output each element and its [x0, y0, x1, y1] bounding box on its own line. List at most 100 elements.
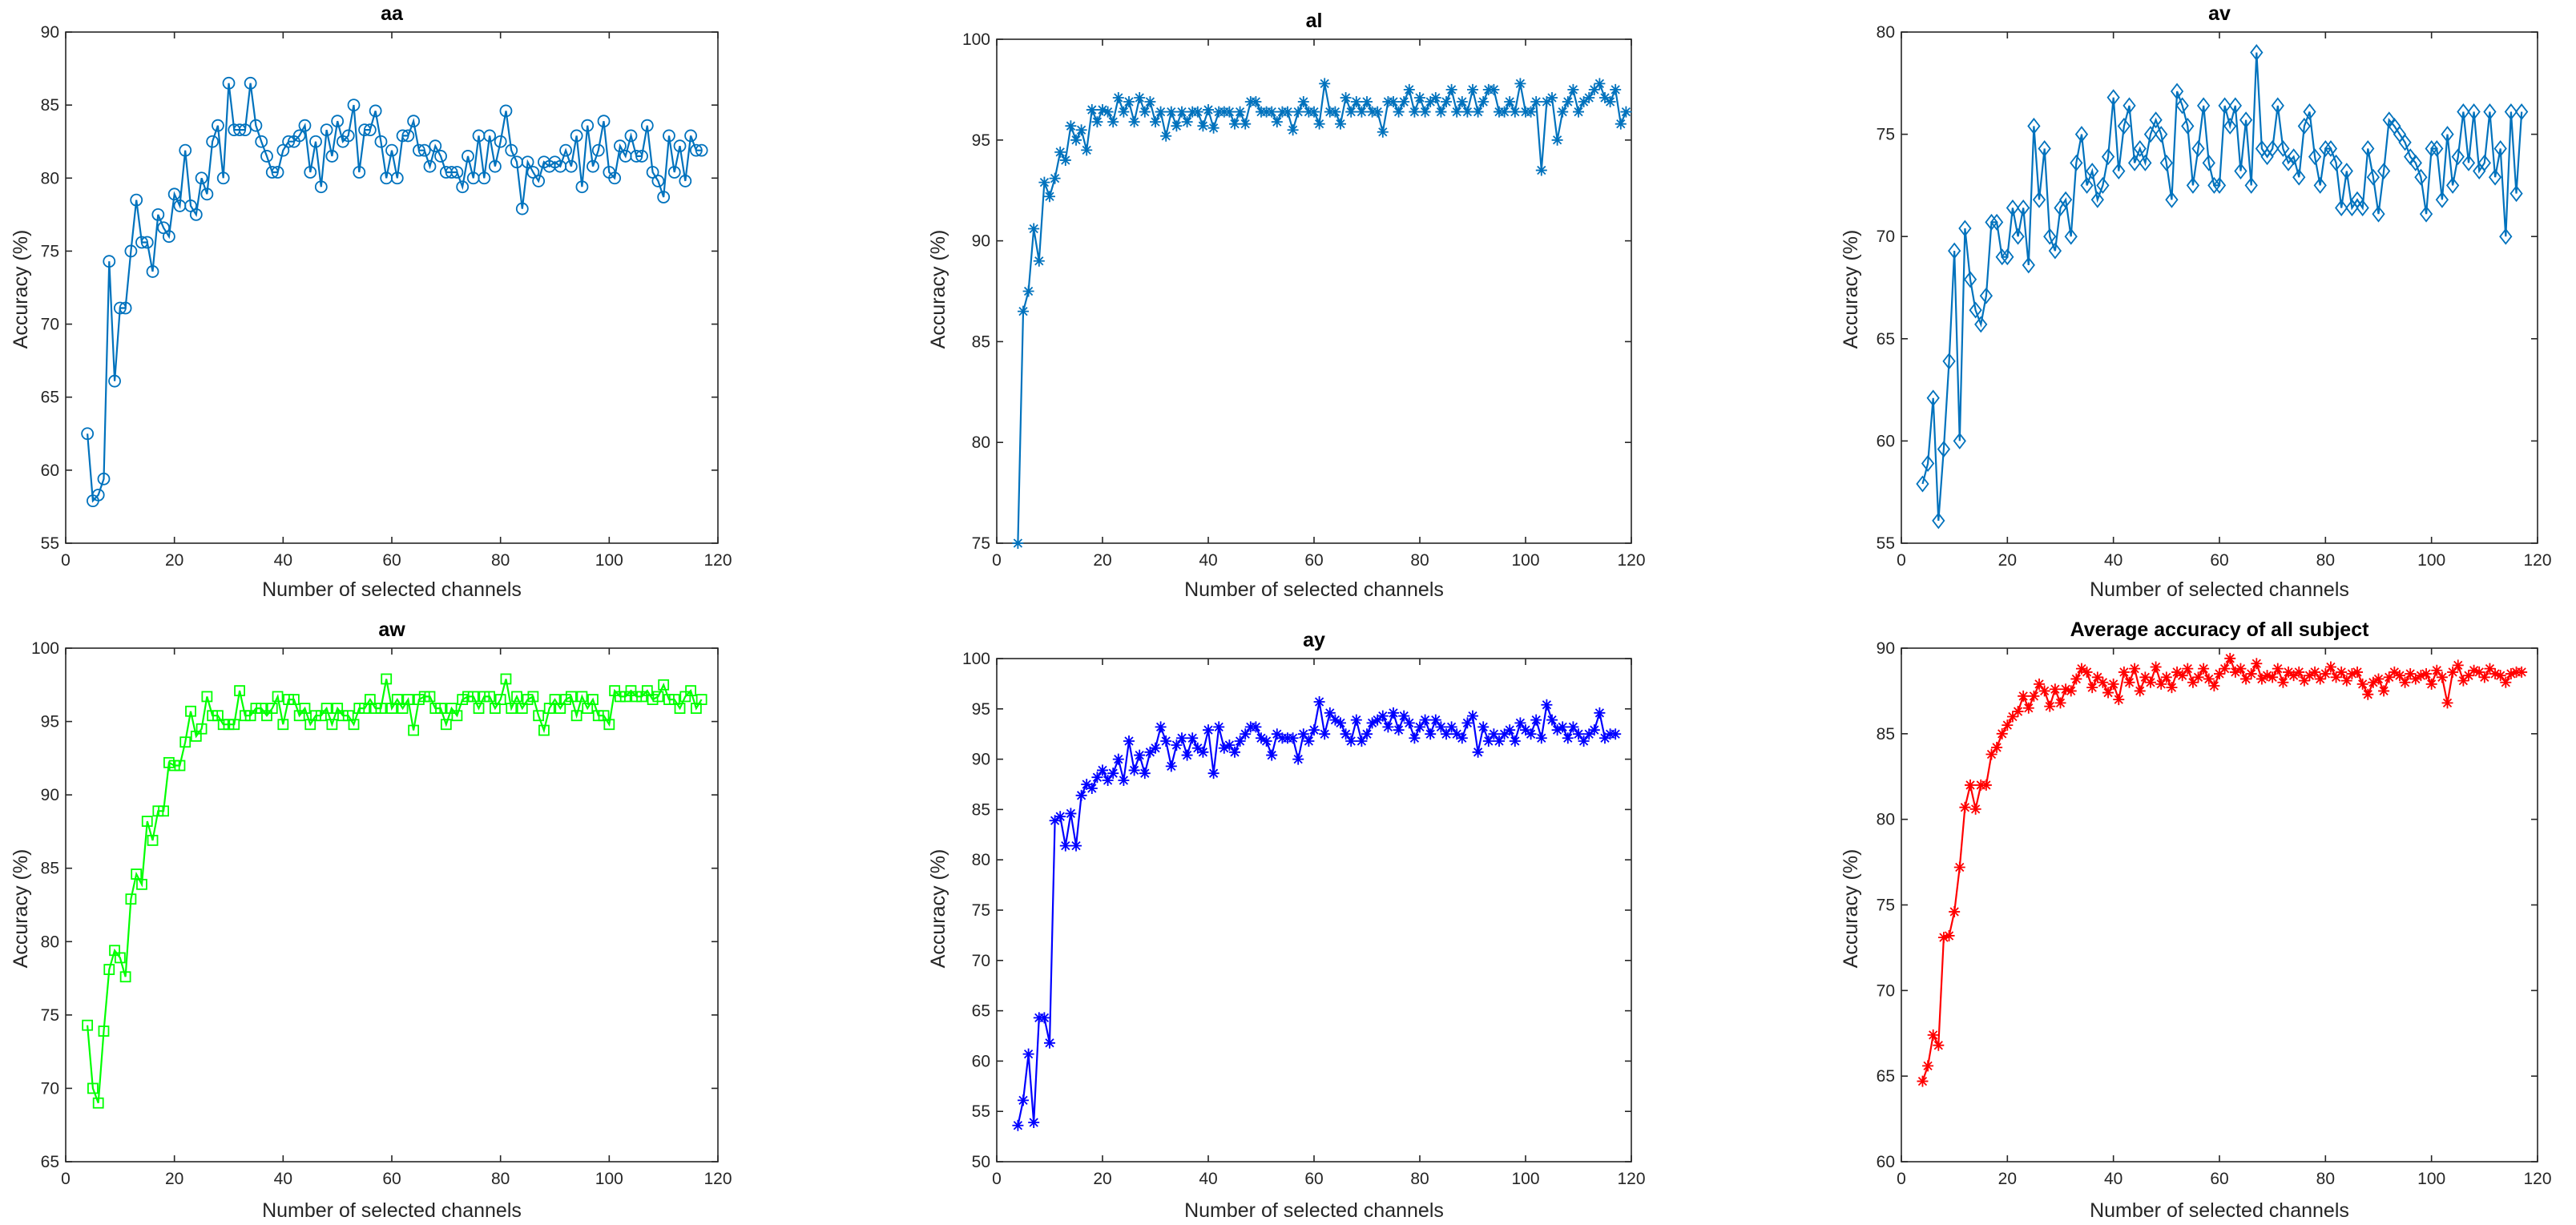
data-point [1562, 95, 1574, 107]
data-point [1477, 721, 1490, 733]
data-point [1953, 432, 1966, 449]
axes-frame [1901, 647, 2538, 1163]
data-point [2133, 139, 2147, 157]
data-point [260, 150, 273, 163]
data-point [505, 143, 518, 157]
data-point [424, 691, 436, 703]
data-point [1012, 1119, 1024, 1131]
data-point [320, 703, 333, 714]
data-point [2208, 680, 2220, 692]
data-point [1425, 728, 1437, 740]
data-point [1583, 728, 1595, 740]
data-point [2462, 670, 2474, 682]
data-point [2234, 163, 2247, 180]
data-point [1985, 213, 1998, 231]
data-point [1028, 223, 1040, 235]
data-point [1451, 106, 1463, 118]
data-point [1388, 95, 1399, 107]
subplot-av: av Number of selected channels Accuracy … [1840, 2, 2552, 601]
data-point [2362, 688, 2374, 700]
x-tick-label: 80 [2316, 1170, 2335, 1188]
data-point [1356, 106, 1368, 118]
x-tick-label: 120 [2523, 1170, 2551, 1188]
data-point [2277, 676, 2289, 688]
data-point [2441, 126, 2454, 143]
data-point [1287, 732, 1299, 744]
data-point [298, 119, 312, 132]
data-point [564, 159, 578, 173]
data-point [200, 187, 214, 201]
data-point [1435, 721, 1447, 733]
data-point [2012, 706, 2024, 718]
data-point [1329, 714, 1341, 726]
data-point [2361, 139, 2375, 157]
data-point [1112, 753, 1124, 765]
data-point [2244, 176, 2258, 194]
data-point [1535, 164, 1547, 176]
data-point [1271, 116, 1283, 128]
data-point [484, 691, 495, 703]
data-point [2430, 139, 2444, 157]
data-point [2494, 670, 2506, 682]
data-point [1377, 126, 1389, 138]
data-point [1335, 717, 1346, 729]
data-point [1425, 95, 1437, 107]
data-point [2187, 676, 2199, 688]
data-point [1530, 714, 1542, 726]
data-point [1313, 696, 1325, 708]
data-point [1340, 91, 1352, 103]
data-point [125, 893, 137, 905]
x-tick-label: 0 [1897, 1170, 1906, 1188]
x-tick-label: 120 [2523, 551, 2551, 570]
data-point [1965, 779, 1977, 791]
data-point [1959, 801, 1971, 813]
data-point [1377, 710, 1389, 722]
data-point [135, 236, 148, 249]
data-point [2313, 176, 2327, 194]
data-point [2175, 97, 2189, 115]
y-tick-label: 75 [41, 242, 59, 260]
data-point [1144, 746, 1156, 758]
data-point [1356, 735, 1368, 747]
data-point [2419, 205, 2433, 223]
data-point [1472, 106, 1484, 118]
data-point [2171, 666, 2183, 678]
y-axis-label: Accuracy (%) [10, 230, 32, 349]
data-point [103, 964, 115, 975]
data-point [445, 166, 458, 179]
data-point [266, 703, 278, 714]
data-point [2143, 126, 2158, 143]
data-point [685, 685, 696, 697]
data-point [2002, 719, 2014, 731]
data-point [1075, 124, 1087, 136]
data-point [2372, 673, 2385, 685]
data-point [2398, 134, 2412, 151]
axes-frame [65, 31, 719, 544]
data-point [1044, 191, 1055, 203]
x-tick-label: 120 [1617, 1170, 1645, 1188]
data-point [2281, 154, 2296, 171]
data-point [375, 703, 387, 714]
y-tick-label: 70 [972, 952, 990, 970]
y-tick-label: 60 [1877, 1153, 1895, 1171]
data-point [2372, 205, 2385, 223]
data-point [326, 719, 338, 731]
y-tick-label: 60 [41, 461, 59, 480]
data-point [689, 143, 703, 157]
data-point [1123, 735, 1135, 747]
x-axis-label: Number of selected channels [1184, 578, 1444, 601]
data-point [2389, 666, 2401, 678]
data-point [2139, 671, 2151, 683]
data-point [2415, 670, 2427, 682]
data-point [1097, 104, 1108, 116]
data-point [1229, 118, 1240, 130]
data-point [1922, 1060, 1934, 1072]
data-point [2027, 117, 2041, 135]
data-point [488, 159, 502, 173]
y-tick-label: 80 [972, 851, 990, 869]
data-point [1319, 728, 1331, 740]
data-point [1514, 78, 1526, 90]
data-point [417, 143, 431, 157]
data-point [2484, 663, 2496, 675]
x-tick-label: 60 [382, 1170, 401, 1188]
